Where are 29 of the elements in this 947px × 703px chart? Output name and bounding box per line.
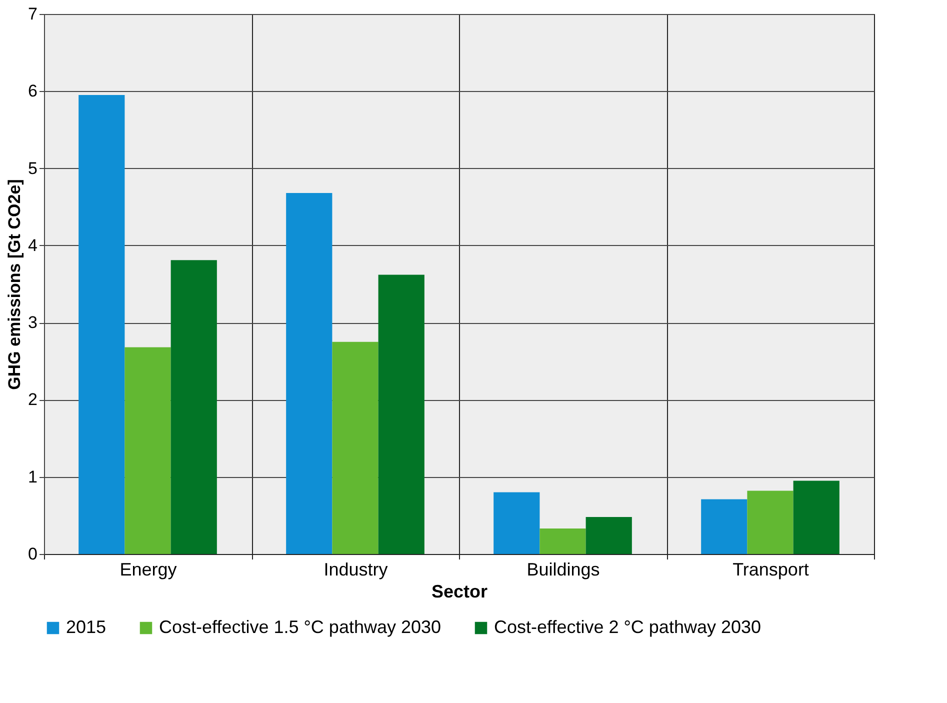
bar [332,342,378,554]
bar [124,347,171,554]
bar [701,499,748,554]
x-axis-title: Sector [431,582,488,602]
x-tick-label: Buildings [526,560,600,580]
bar [494,492,540,554]
y-tick-label: 4 [28,236,38,255]
y-tick-label: 6 [28,82,38,101]
x-tick-label: Energy [120,560,177,580]
bar [170,260,217,554]
bar [78,95,125,554]
bar [286,192,332,554]
legend-label: 2015 [66,617,106,637]
x-tick-label: Transport [732,560,809,580]
bar [793,480,840,554]
y-tick-label: 1 [28,467,38,486]
y-tick-label: 0 [28,544,38,564]
y-tick-label: 3 [28,313,38,332]
bar [378,274,424,554]
y-axis-title: GHG emissions [Gt CO2e] [5,179,24,390]
bar [540,528,586,554]
bar [586,516,632,554]
y-tick-label: 5 [28,158,38,178]
legend-label: Cost-effective 1.5 °C pathway 2030 [159,617,442,637]
y-tick-label: 7 [28,4,38,24]
legend-label: Cost-effective 2 °C pathway 2030 [494,617,762,637]
y-tick-label: 2 [28,390,38,410]
bar [747,490,794,554]
x-tick-label: Industry [324,560,388,580]
